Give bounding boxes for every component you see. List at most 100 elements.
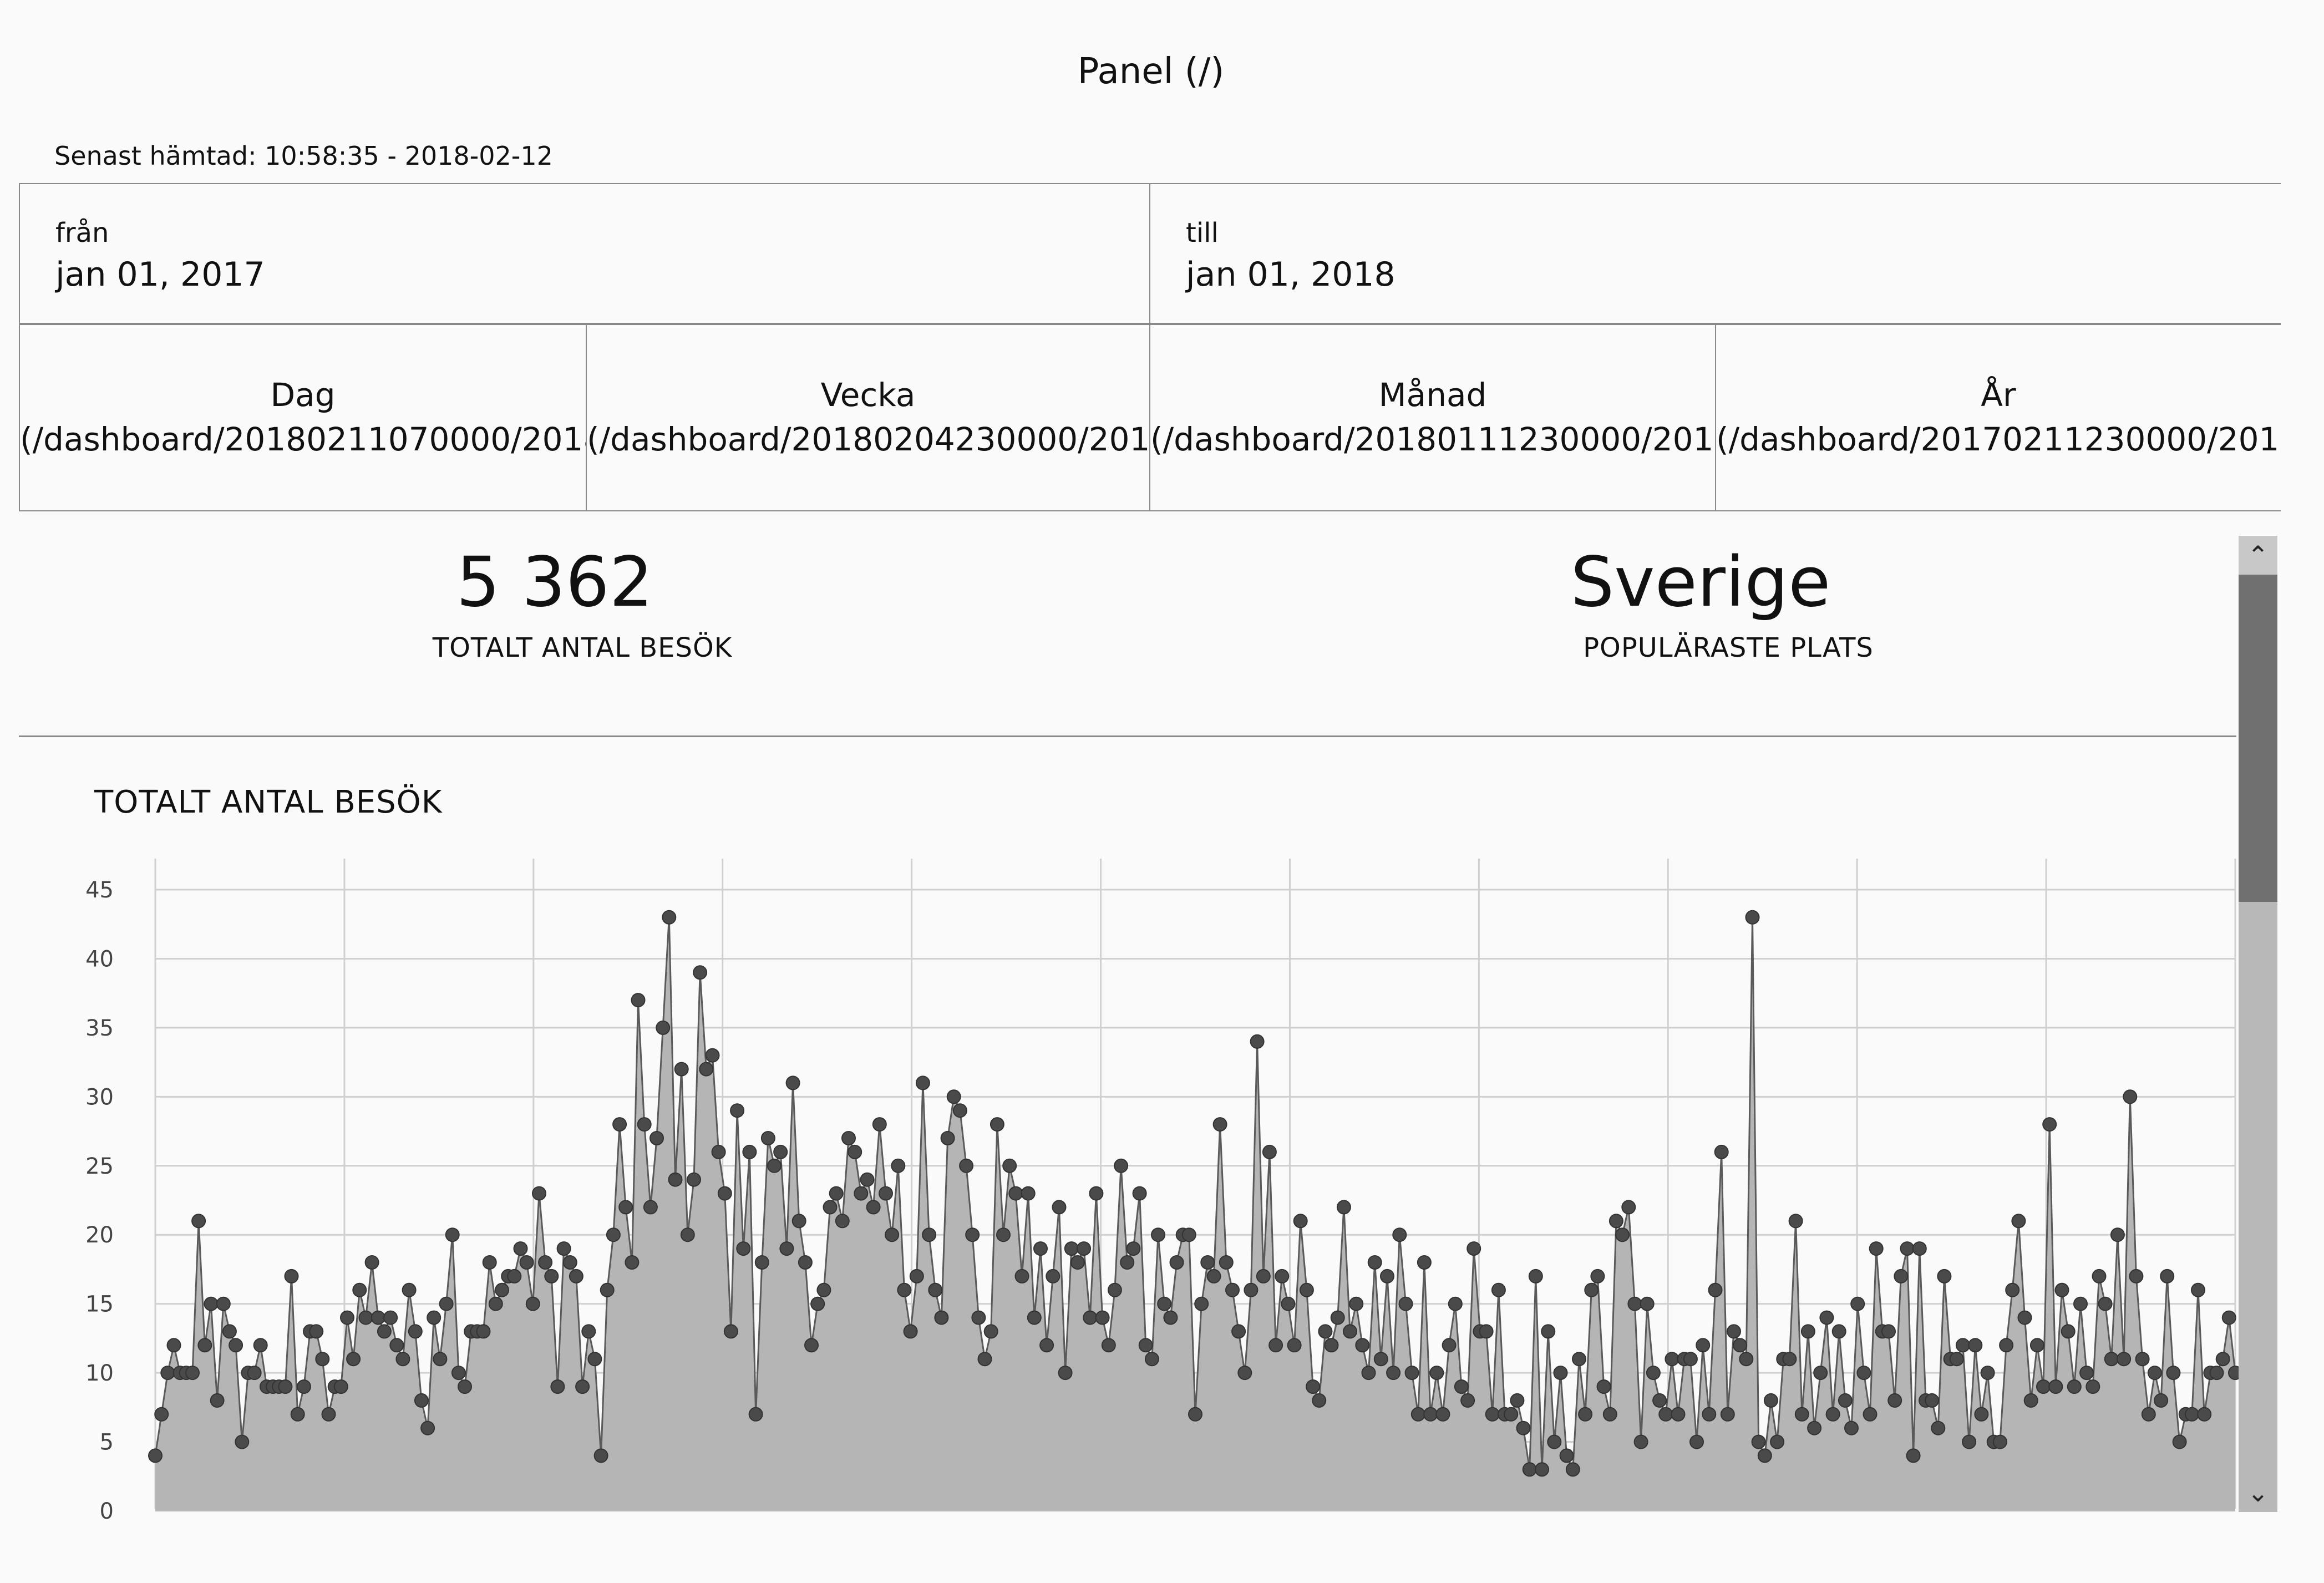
data-point[interactable] bbox=[687, 1172, 701, 1187]
period-month-link[interactable]: (/dashboard/20180111230000/2018021207595… bbox=[1150, 420, 1715, 458]
data-point[interactable] bbox=[1058, 1366, 1073, 1381]
data-point[interactable] bbox=[885, 1227, 900, 1242]
data-point[interactable] bbox=[1361, 1366, 1376, 1381]
data-point[interactable] bbox=[1089, 1186, 1104, 1201]
data-point[interactable] bbox=[1404, 1366, 1419, 1381]
data-point[interactable] bbox=[1528, 1269, 1543, 1283]
data-point[interactable] bbox=[767, 1158, 782, 1173]
data-point[interactable] bbox=[1460, 1393, 1475, 1408]
data-point[interactable] bbox=[730, 1103, 745, 1118]
data-point[interactable] bbox=[723, 1324, 738, 1339]
data-point[interactable] bbox=[1800, 1324, 1815, 1339]
data-point[interactable] bbox=[1219, 1255, 1234, 1270]
data-point[interactable] bbox=[2098, 1296, 2113, 1311]
data-point[interactable] bbox=[1392, 1227, 1407, 1242]
data-point[interactable] bbox=[383, 1310, 398, 1325]
data-point[interactable] bbox=[662, 910, 677, 925]
data-point[interactable] bbox=[1002, 1158, 1017, 1173]
from-date-value[interactable]: jan 01, 2017 bbox=[55, 255, 265, 294]
data-point[interactable] bbox=[1720, 1407, 1735, 1422]
data-point[interactable] bbox=[1931, 1420, 1946, 1435]
data-point[interactable] bbox=[934, 1310, 949, 1325]
data-point[interactable] bbox=[2023, 1393, 2038, 1408]
data-point[interactable] bbox=[1683, 1352, 1698, 1367]
to-date-value[interactable]: jan 01, 2018 bbox=[1186, 255, 1396, 294]
data-point[interactable] bbox=[1565, 1462, 1580, 1477]
data-point[interactable] bbox=[2172, 1434, 2187, 1449]
data-point[interactable] bbox=[1423, 1407, 1438, 1422]
data-point[interactable] bbox=[1181, 1227, 1196, 1242]
data-point[interactable] bbox=[427, 1310, 442, 1325]
data-point[interactable] bbox=[1813, 1366, 1828, 1381]
data-point[interactable] bbox=[1739, 1352, 1754, 1367]
data-point[interactable] bbox=[2191, 1282, 2205, 1297]
data-point[interactable] bbox=[2110, 1227, 2125, 1242]
data-point[interactable] bbox=[860, 1172, 875, 1187]
data-point[interactable] bbox=[581, 1324, 596, 1339]
data-point[interactable] bbox=[879, 1186, 893, 1201]
data-point[interactable] bbox=[216, 1296, 231, 1311]
data-point[interactable] bbox=[1485, 1407, 1500, 1422]
data-point[interactable] bbox=[2184, 1407, 2199, 1422]
data-point[interactable] bbox=[587, 1352, 602, 1367]
data-point[interactable] bbox=[1733, 1338, 1748, 1353]
data-point[interactable] bbox=[1633, 1434, 1648, 1449]
data-point[interactable] bbox=[1293, 1214, 1308, 1229]
data-point[interactable] bbox=[2005, 1282, 2020, 1297]
data-point[interactable] bbox=[1825, 1407, 1840, 1422]
data-point[interactable] bbox=[2197, 1407, 2212, 1422]
data-point[interactable] bbox=[1608, 1214, 1623, 1229]
data-point[interactable] bbox=[829, 1186, 844, 1201]
data-point[interactable] bbox=[2129, 1269, 2144, 1283]
data-point[interactable] bbox=[1101, 1338, 1116, 1353]
data-point[interactable] bbox=[358, 1310, 373, 1325]
data-point[interactable] bbox=[798, 1255, 813, 1270]
data-point[interactable] bbox=[352, 1282, 367, 1297]
data-point[interactable] bbox=[922, 1227, 937, 1242]
data-point[interactable] bbox=[2104, 1352, 2119, 1367]
data-point[interactable] bbox=[1138, 1338, 1153, 1353]
data-point[interactable] bbox=[222, 1324, 237, 1339]
data-point[interactable] bbox=[693, 965, 708, 980]
data-point[interactable] bbox=[841, 1131, 856, 1145]
data-point[interactable] bbox=[835, 1214, 850, 1229]
data-point[interactable] bbox=[2054, 1282, 2069, 1297]
data-point[interactable] bbox=[166, 1338, 181, 1353]
data-point[interactable] bbox=[525, 1296, 540, 1311]
data-point[interactable] bbox=[160, 1366, 175, 1381]
data-point[interactable] bbox=[1602, 1407, 1617, 1422]
data-point[interactable] bbox=[1646, 1366, 1661, 1381]
data-point[interactable] bbox=[1200, 1255, 1215, 1270]
data-point[interactable] bbox=[1126, 1241, 1141, 1256]
data-point[interactable] bbox=[296, 1379, 311, 1394]
data-point[interactable] bbox=[1850, 1296, 1865, 1311]
data-point[interactable] bbox=[1070, 1255, 1085, 1270]
data-point[interactable] bbox=[606, 1227, 621, 1242]
data-point[interactable] bbox=[1559, 1448, 1574, 1463]
data-point[interactable] bbox=[1702, 1407, 1717, 1422]
data-point[interactable] bbox=[2061, 1324, 2076, 1339]
data-point[interactable] bbox=[1008, 1186, 1023, 1201]
data-point[interactable] bbox=[1206, 1269, 1221, 1283]
data-point[interactable] bbox=[290, 1407, 305, 1422]
data-point[interactable] bbox=[1863, 1407, 1878, 1422]
data-point[interactable] bbox=[711, 1144, 726, 1159]
data-point[interactable] bbox=[1912, 1241, 1927, 1256]
data-point[interactable] bbox=[2017, 1310, 2032, 1325]
chevron-up-icon[interactable]: ⌃ bbox=[2239, 536, 2277, 575]
data-point[interactable] bbox=[1491, 1282, 1506, 1297]
data-point[interactable] bbox=[736, 1241, 751, 1256]
data-point[interactable] bbox=[556, 1241, 571, 1256]
data-point[interactable] bbox=[928, 1282, 943, 1297]
data-point[interactable] bbox=[1949, 1352, 1964, 1367]
data-point[interactable] bbox=[569, 1269, 583, 1283]
data-point[interactable] bbox=[2036, 1379, 2051, 1394]
data-point[interactable] bbox=[872, 1117, 887, 1132]
scrollbar-thumb[interactable] bbox=[2239, 575, 2277, 902]
data-point[interactable] bbox=[1014, 1269, 1029, 1283]
data-point[interactable] bbox=[1807, 1420, 1822, 1435]
data-point[interactable] bbox=[612, 1117, 627, 1132]
data-point[interactable] bbox=[377, 1324, 392, 1339]
data-point[interactable] bbox=[284, 1269, 299, 1283]
data-point[interactable] bbox=[897, 1282, 912, 1297]
